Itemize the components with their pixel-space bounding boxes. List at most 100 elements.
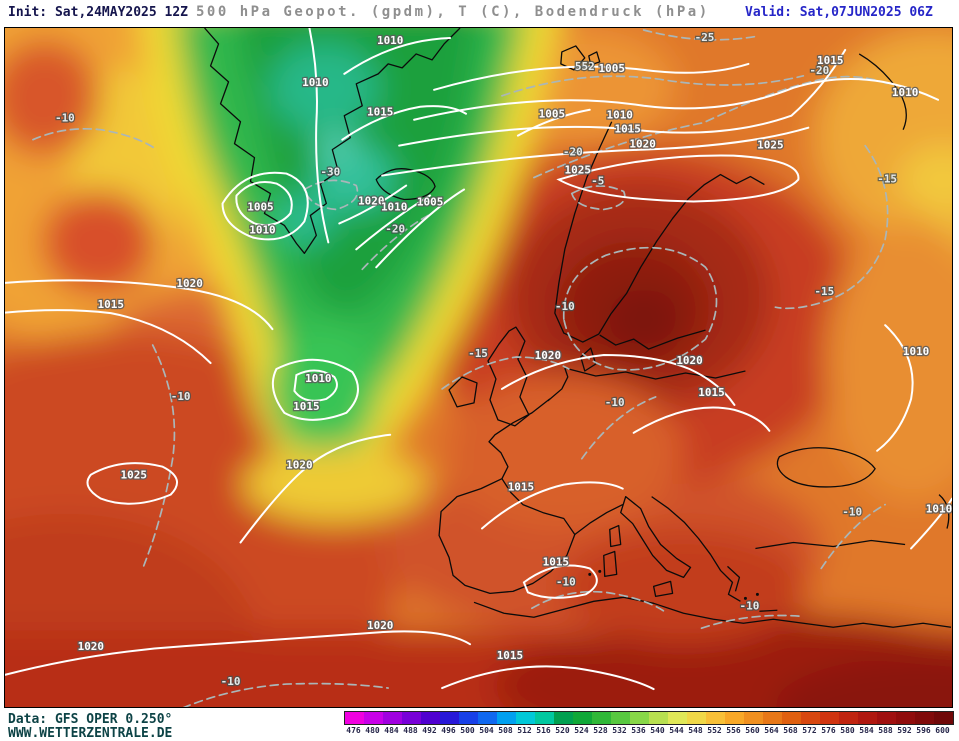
pressure-label: 1005 (599, 62, 625, 75)
colorbar-tick: 496 (441, 726, 456, 735)
temperature-label: -20 (385, 222, 405, 235)
colorbar-ticks: 476 480 484 488 492 496 500 504 508 512 516 520 524 5… (344, 726, 952, 735)
colorbar-segment (345, 712, 364, 724)
colorbar-tick: 548 (688, 726, 703, 735)
colorbar-tick: 488 (403, 726, 418, 735)
colorbar-tick: 568 (783, 726, 798, 735)
pressure-label: 1015 (817, 54, 843, 67)
colorbar: 476 480 484 488 492 496 500 504 508 512 516 520 524 5… (344, 711, 954, 735)
temperature-label: -15 (877, 173, 897, 186)
colorbar-segment (782, 712, 801, 724)
pressure-label: 1015 (543, 555, 569, 568)
temperature-label: -15 (468, 347, 488, 360)
colorbar-segment (839, 712, 858, 724)
colorbar-segment (478, 712, 497, 724)
pressure-label: 1015 (98, 298, 124, 311)
colorbar-segment (554, 712, 573, 724)
temperature-label: -10 (605, 396, 625, 409)
colorbar-segment (668, 712, 687, 724)
data-source: Data: GFS OPER 0.250° (8, 712, 173, 727)
colorbar-segment (611, 712, 630, 724)
colorbar-tick: 528 (593, 726, 608, 735)
colorbar-tick: 584 (859, 726, 874, 735)
colorbar-tick: 560 (745, 726, 760, 735)
temperature-label: -20 (809, 64, 829, 77)
colorbar-tick: 540 (650, 726, 665, 735)
chart-title: 500 hPa Geopot. (gpdm), T (C), Bodendruc… (196, 4, 710, 20)
temperature-label: -15 (814, 285, 834, 298)
pressure-label: 1010 (302, 76, 328, 89)
temperature-label: -5 (591, 175, 604, 188)
colorbar-tick: 520 (555, 726, 570, 735)
temperature-field (5, 28, 952, 707)
pressure-label: 1020 (629, 138, 655, 151)
colorbar-segment (592, 712, 611, 724)
temperature-label: -30 (320, 166, 340, 179)
geopotential-label: 552 (575, 60, 595, 73)
colorbar-tick: 504 (479, 726, 494, 735)
colorbar-segment (535, 712, 554, 724)
temperature-labels: -25 -20 -20 -30 -20 -15 -5 -15 -10 -15 -10 -10 -10 -1… (54, 30, 898, 689)
colorbar-segment (516, 712, 535, 724)
colorbar-tick: 492 (422, 726, 437, 735)
pressure-label: 1015 (497, 649, 523, 662)
temperature-label: -10 (555, 300, 575, 313)
init-label: Init: Sat,24MAY2025 12Z (8, 5, 189, 20)
colorbar-segment (459, 712, 478, 724)
temperature-label: -10 (171, 390, 191, 403)
colorbar-segment (687, 712, 706, 724)
temperature-contours (32, 29, 889, 707)
pressure-label: 1010 (305, 372, 331, 385)
colorbar-segment (744, 712, 763, 724)
pressure-label: 1010 (892, 86, 918, 99)
pressure-label: 1020 (367, 619, 393, 632)
colorbar-segment (706, 712, 725, 724)
pressure-label: 1025 (121, 469, 147, 482)
pressure-labels: 1010 1005 1015 1010 1015 1005 1010 1015 1020 1025… (76, 33, 952, 664)
pressure-label: 1020 (176, 277, 202, 290)
colorbar-segment (383, 712, 402, 724)
valid-label: Valid: Sat,07JUN2025 06Z (745, 5, 933, 20)
colorbar-segment (896, 712, 915, 724)
temperature-label: -10 (842, 506, 862, 519)
colorbar-tick: 572 (802, 726, 817, 735)
colorbar-tick: 512 (517, 726, 532, 735)
colorbar-tick: 480 (365, 726, 380, 735)
colorbar-tick: 580 (840, 726, 855, 735)
pressure-contours (5, 28, 952, 691)
pressure-label: 1015 (293, 400, 319, 413)
colorbar-segment (801, 712, 820, 724)
pressure-label: 1010 (249, 223, 275, 236)
geopotential-labels: 552 (574, 59, 596, 74)
pressure-label: 1005 (247, 200, 273, 213)
temperature-label: -10 (221, 675, 241, 688)
colorbar-tick: 552 (707, 726, 722, 735)
colorbar-tick: 516 (536, 726, 551, 735)
colorbar-tick: 600 (935, 726, 950, 735)
pressure-label: 1025 (565, 164, 591, 177)
temperature-label: -10 (55, 112, 75, 125)
colorbar-tick: 596 (916, 726, 931, 735)
colorbar-segment (421, 712, 440, 724)
colorbar-segment (440, 712, 459, 724)
pressure-label: 1010 (903, 345, 929, 358)
pressure-label: 1020 (535, 349, 561, 362)
colorbar-tick: 524 (574, 726, 589, 735)
website: WWW.WETTERZENTRALE.DE (8, 726, 173, 741)
colorbar-tick: 544 (669, 726, 684, 735)
colorbar-segment (402, 712, 421, 724)
colorbar-segment (630, 712, 649, 724)
colorbar-segments (344, 711, 954, 725)
pressure-label: 1010 (381, 200, 407, 213)
weather-map: 1010 1005 1015 1010 1015 1005 1010 1015 1020 1025… (4, 27, 953, 708)
colorbar-tick: 556 (726, 726, 741, 735)
colorbar-tick: 476 (346, 726, 361, 735)
map-canvas: 1010 1005 1015 1010 1015 1005 1010 1015 1020 1025… (5, 28, 952, 707)
pressure-label: 1015 (508, 481, 534, 494)
temperature-label: -10 (556, 575, 576, 588)
temperature-label: -10 (740, 599, 760, 612)
coastlines (204, 28, 952, 628)
colorbar-tick: 592 (897, 726, 912, 735)
colorbar-tick: 508 (498, 726, 513, 735)
